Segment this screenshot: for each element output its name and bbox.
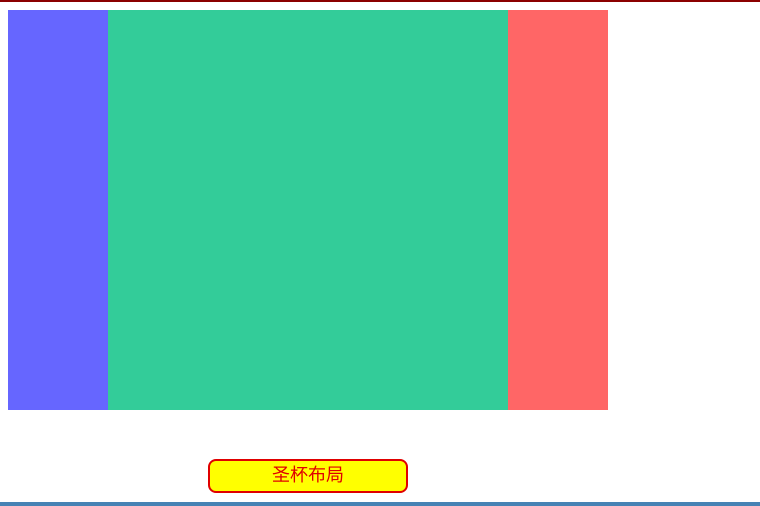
left-column [8,10,108,410]
center-column [108,10,508,410]
holy-grail-layout [8,10,608,410]
holy-grail-layout-button[interactable]: 圣杯布局 [208,459,408,493]
bottom-divider [0,502,760,506]
right-column [508,10,608,410]
top-divider [0,0,760,2]
